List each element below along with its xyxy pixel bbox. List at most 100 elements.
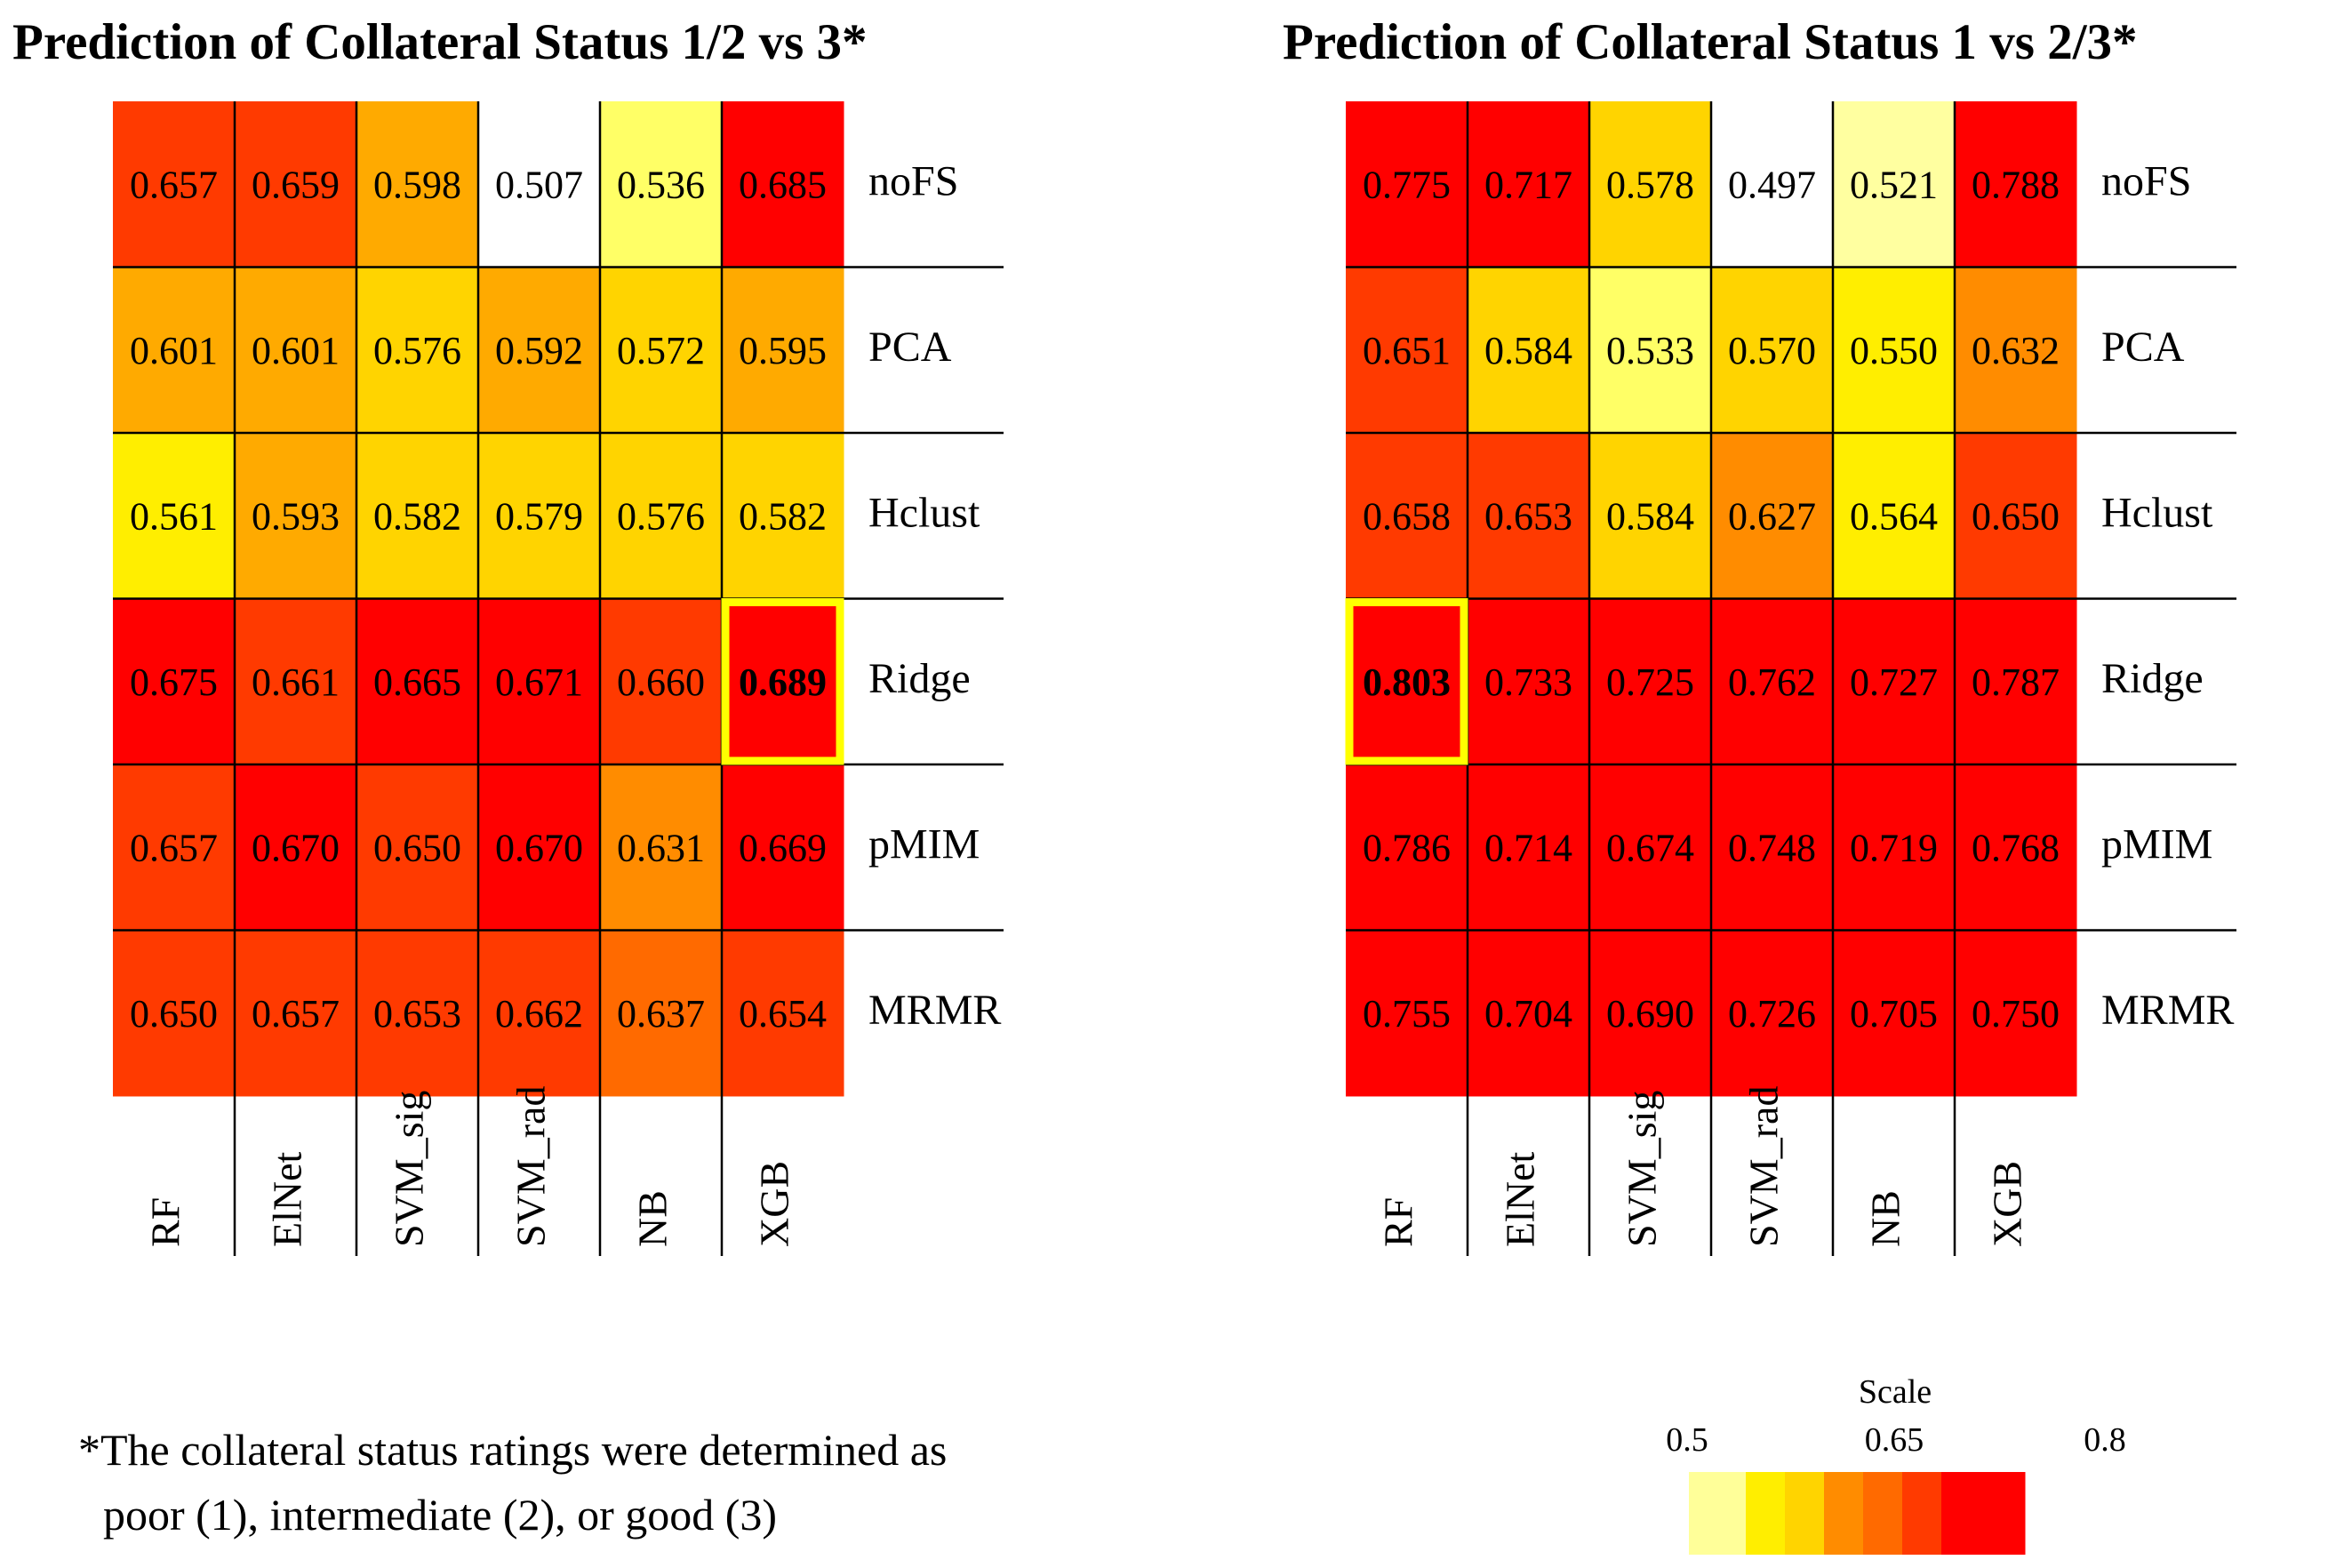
cell-value-label: 0.748 xyxy=(1728,826,1816,869)
cell-value-label: 0.593 xyxy=(252,494,340,538)
heatmap-cell xyxy=(235,267,357,434)
heatmap-cell xyxy=(1346,764,1468,931)
cell-value-label: 0.689 xyxy=(739,660,827,704)
cell-value-label: 0.582 xyxy=(373,494,461,538)
heatmap-cell xyxy=(600,598,723,765)
heatmap-cell xyxy=(1346,101,1468,268)
cell-value-label: 0.717 xyxy=(1484,163,1572,206)
scale-color-segment xyxy=(1746,1472,1786,1555)
cell-value-label: 0.572 xyxy=(617,329,705,372)
cell-value-label: 0.650 xyxy=(130,992,218,1036)
cell-value-label: 0.654 xyxy=(739,992,827,1036)
cell-value-label: 0.690 xyxy=(1606,992,1694,1036)
heatmap-panel-2: Prediction of Collateral Status 1 vs 2/3… xyxy=(1283,14,2236,1256)
cell-value-label: 0.714 xyxy=(1484,826,1572,869)
column-label: XGB xyxy=(1985,1161,2030,1247)
heatmap-cell xyxy=(722,598,844,765)
cell-value-label: 0.533 xyxy=(1606,329,1694,372)
cell-value-label: 0.665 xyxy=(373,660,461,704)
cell-value-label: 0.592 xyxy=(495,329,583,372)
heatmap-cell xyxy=(1468,764,1590,931)
cell-value-label: 0.762 xyxy=(1728,660,1816,704)
heatmap-title: Prediction of Collateral Status 1/2 vs 3… xyxy=(12,14,868,70)
heatmap-cell xyxy=(600,764,723,931)
row-label: PCA xyxy=(868,324,952,371)
row-label: pMIM xyxy=(2101,820,2212,868)
cell-value-label: 0.768 xyxy=(1972,826,2060,869)
heatmap-cell xyxy=(1955,101,2077,268)
column-label: NB xyxy=(630,1190,676,1247)
heatmap-cell xyxy=(600,267,723,434)
cell-value-label: 0.669 xyxy=(739,826,827,869)
row-label: MRMR xyxy=(868,987,1001,1034)
column-label: ElNet xyxy=(265,1151,310,1247)
heatmap-cell xyxy=(113,598,236,765)
cell-value-label: 0.576 xyxy=(373,329,461,372)
cell-value-label: 0.631 xyxy=(617,826,705,869)
cell-value-label: 0.750 xyxy=(1972,992,2060,1036)
heatmap-cell xyxy=(356,930,479,1097)
cell-value-label: 0.650 xyxy=(373,826,461,869)
cell-value-label: 0.719 xyxy=(1850,826,1938,869)
cell-value-label: 0.671 xyxy=(495,660,583,704)
cell-value-label: 0.657 xyxy=(252,992,340,1036)
heatmap-cell xyxy=(356,433,479,599)
heatmap-cell xyxy=(113,433,236,599)
heatmap-cell xyxy=(1833,433,1956,599)
cell-value-label: 0.627 xyxy=(1728,494,1816,538)
heatmap-cell xyxy=(356,267,479,434)
heatmap-cell xyxy=(1711,101,1834,268)
heatmap-cell xyxy=(1468,598,1590,765)
heatmap-cell xyxy=(1346,433,1468,599)
cell-value-label: 0.662 xyxy=(495,992,583,1036)
cell-value-label: 0.775 xyxy=(1363,163,1451,206)
color-scale-legend: Scale 0.5 0.65 0.8 xyxy=(1666,1373,2126,1555)
cell-value-label: 0.576 xyxy=(617,494,705,538)
heatmap-cell xyxy=(1346,267,1468,434)
cell-value-label: 0.584 xyxy=(1484,329,1572,372)
cell-value-label: 0.726 xyxy=(1728,992,1816,1036)
row-label: Hclust xyxy=(868,489,980,536)
heatmap-cell xyxy=(1468,930,1590,1097)
footnote-line-2: poor (1), intermediate (2), or good (3) xyxy=(103,1490,777,1540)
heatmap-cell xyxy=(1711,930,1834,1097)
cell-value-label: 0.670 xyxy=(252,826,340,869)
heatmap-cell xyxy=(1955,764,2077,931)
column-label: SVM_sig xyxy=(387,1091,432,1247)
row-label: MRMR xyxy=(2101,987,2234,1034)
heatmap-cell xyxy=(1833,267,1956,434)
column-label: SVM_sig xyxy=(1620,1091,1665,1247)
heatmap-cell xyxy=(113,101,236,268)
cell-value-label: 0.497 xyxy=(1728,163,1816,206)
scale-color-segment xyxy=(1863,1472,1903,1555)
best-cell-highlight xyxy=(721,598,844,765)
row-label: Hclust xyxy=(2101,489,2213,536)
heatmap-cell xyxy=(722,930,844,1097)
heatmap-cell xyxy=(722,764,844,931)
heatmap-cell xyxy=(1955,598,2077,765)
cell-value-label: 0.733 xyxy=(1484,660,1572,704)
heatmap-cell xyxy=(1833,101,1956,268)
column-label: SVM_rad xyxy=(1741,1086,1787,1247)
cell-value-label: 0.659 xyxy=(252,163,340,206)
row-label: noFS xyxy=(868,157,958,204)
heatmap-cell xyxy=(1711,267,1834,434)
heatmap-cell xyxy=(356,764,479,931)
heatmap-cell xyxy=(722,433,844,599)
scale-color-segment xyxy=(1902,1472,1942,1555)
cell-value-label: 0.650 xyxy=(1972,494,2060,538)
heatmap-cell xyxy=(478,930,601,1097)
column-label: NB xyxy=(1863,1190,1908,1247)
heatmap-cell xyxy=(1468,433,1590,599)
heatmap-cell xyxy=(1955,433,2077,599)
heatmap-cell xyxy=(1711,764,1834,931)
scale-tick-label: 0.5 xyxy=(1666,1421,1708,1459)
heatmap-panel-1: Prediction of Collateral Status 1/2 vs 3… xyxy=(12,14,1004,1256)
heatmap-cell xyxy=(1468,267,1590,434)
heatmap-cell xyxy=(356,598,479,765)
heatmap-cell xyxy=(235,101,357,268)
heatmap-cell xyxy=(113,267,236,434)
cell-value-label: 0.579 xyxy=(495,494,583,538)
best-cell-highlight xyxy=(1345,598,1468,765)
